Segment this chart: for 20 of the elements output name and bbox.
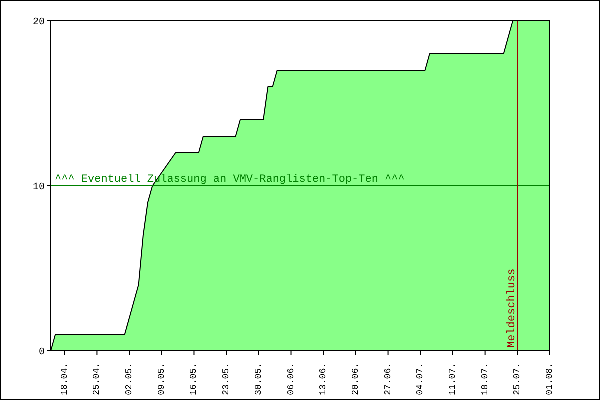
x-tick-label: 02.05. (124, 363, 135, 396)
x-tick-label: 18.07. (480, 363, 490, 396)
x-tick-label: 01.08. (545, 363, 555, 396)
x-tick-label: 13.06. (318, 363, 329, 396)
y-tick-label: 20 (32, 18, 45, 29)
x-tick-label: 30.05. (254, 363, 264, 396)
x-tick-label: 25.04. (92, 363, 102, 396)
y-tick-label: 10 (32, 182, 45, 194)
x-tick-label: 23.05. (222, 363, 232, 396)
x-tick-label: 27.06. (383, 363, 394, 396)
x-tick-label: 06.06. (286, 363, 296, 396)
x-tick-label: 18.04. (60, 363, 70, 396)
x-tick-label: 09.05. (156, 363, 167, 396)
x-tick-label: 25.07. (512, 363, 523, 396)
x-tick-label: 16.05. (189, 363, 200, 396)
x-tick-label: 04.07. (416, 363, 426, 396)
y-tick-label: 0 (38, 348, 45, 359)
x-tick-label: 11.07. (448, 363, 458, 396)
ref-line-label: Meldeschluss (506, 268, 519, 348)
x-tick-label: 20.06. (350, 363, 361, 396)
